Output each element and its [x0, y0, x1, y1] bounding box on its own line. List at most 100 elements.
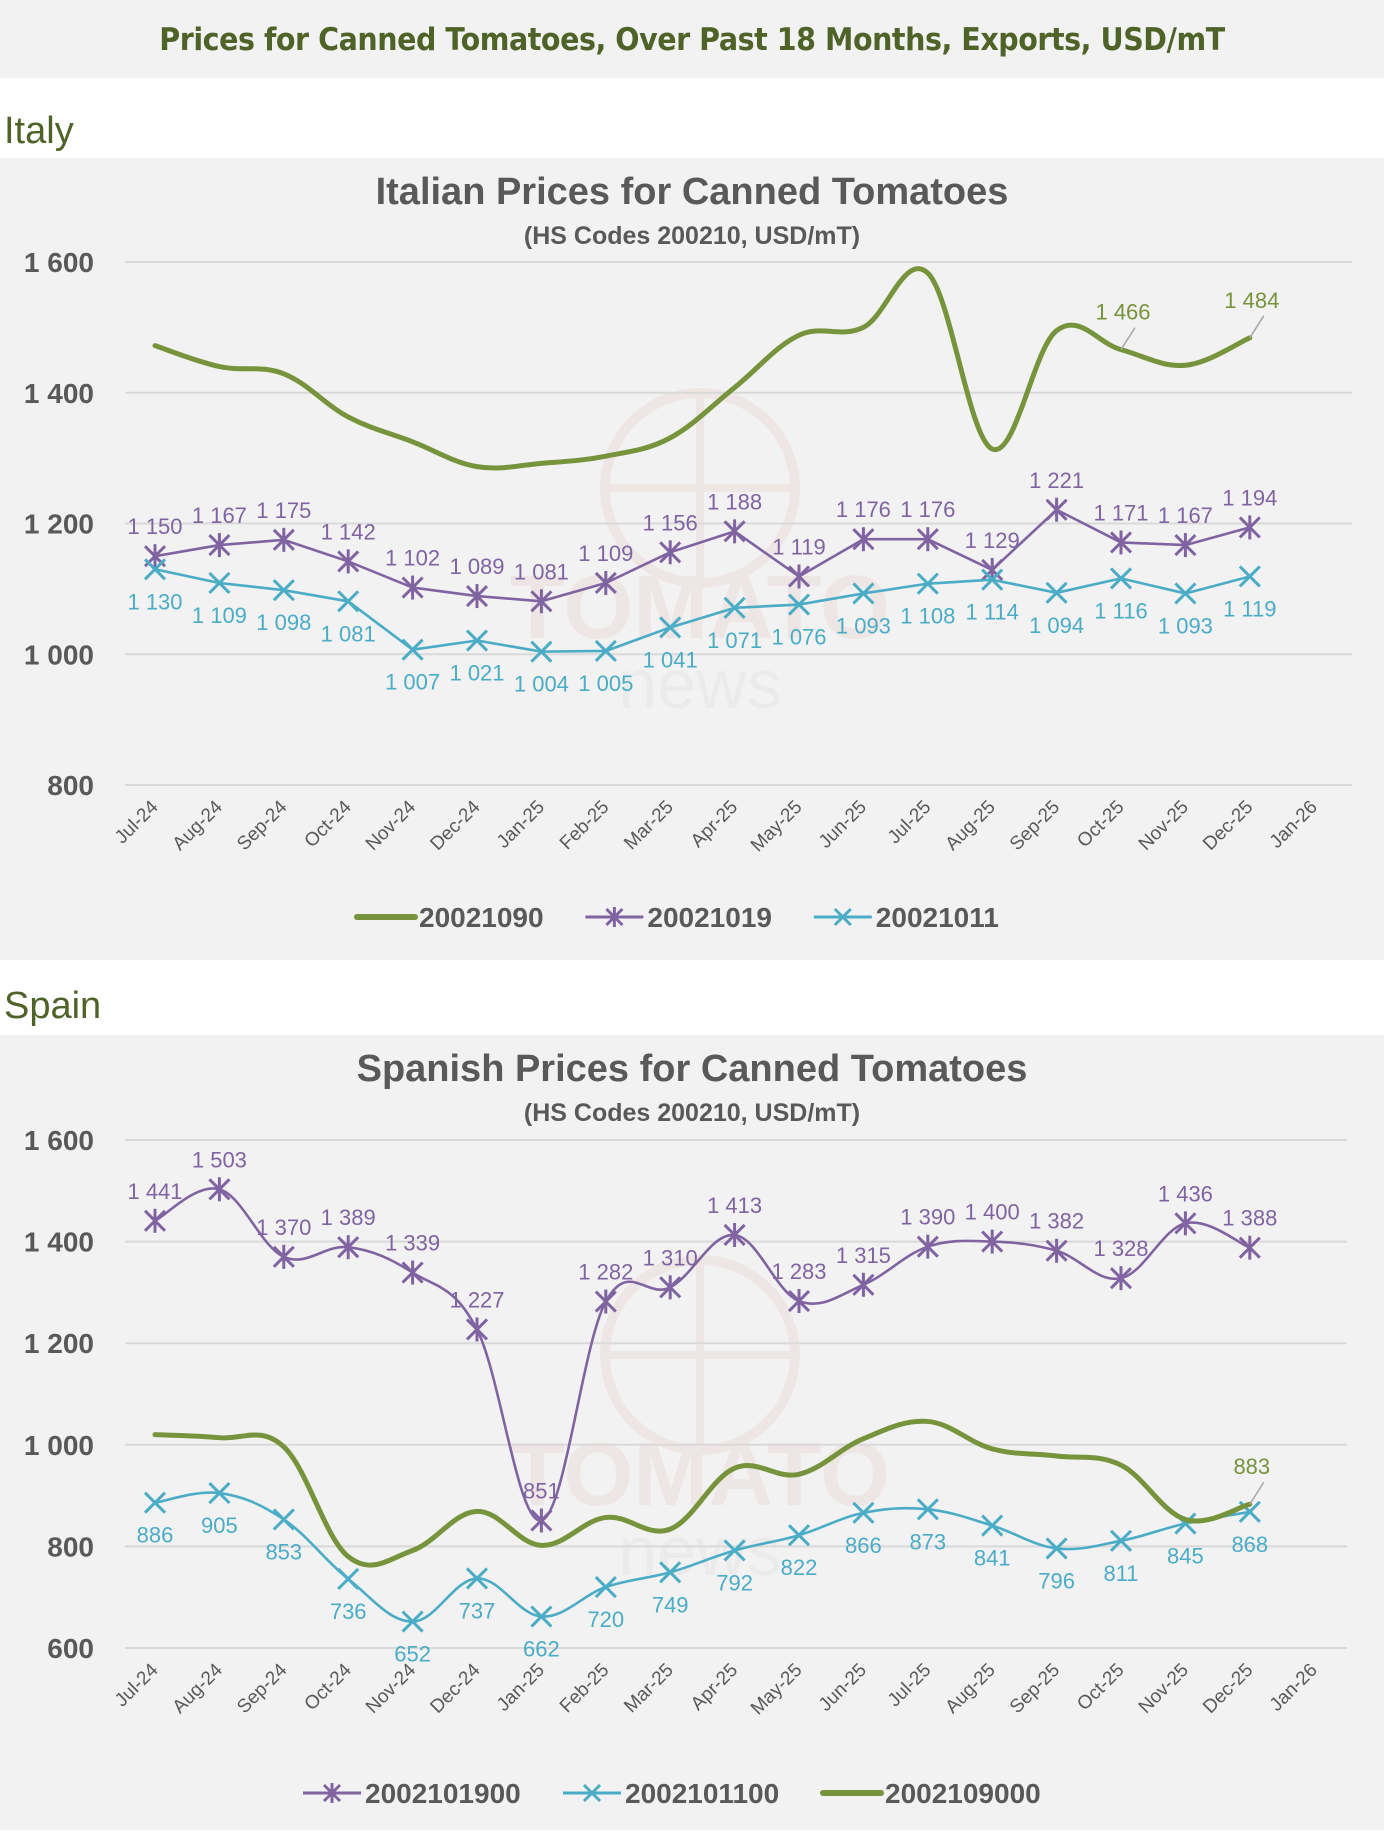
x-tick-label: Sep-24	[233, 796, 291, 854]
x-marker-icon	[208, 1481, 231, 1505]
x-marker-icon	[594, 1575, 617, 1599]
data-label: 1 389	[321, 1205, 376, 1230]
data-label: 1 400	[965, 1200, 1020, 1225]
x-tick-label: Jun-25	[815, 797, 871, 853]
x-marker-icon	[1045, 1537, 1068, 1560]
star-marker-icon	[1109, 530, 1133, 555]
data-label: 1 119	[772, 534, 825, 559]
data-label: 749	[652, 1592, 689, 1617]
x-tick-label: Dec-25	[1199, 1660, 1257, 1718]
x-tick-label: Jul-24	[111, 1659, 163, 1711]
series-line	[153, 508, 1252, 603]
series-2002101100: 886 905 853 736 652 737 662 720 749 792 822 866 873 8…	[137, 1481, 1268, 1667]
data-label: 1 108	[900, 604, 955, 629]
x-marker-icon	[787, 1524, 811, 1547]
data-label: 1 388	[1222, 1206, 1277, 1231]
data-label: 1 176	[900, 497, 955, 522]
star-marker-icon	[337, 549, 360, 574]
x-tick-label: Oct-24	[301, 1659, 356, 1714]
x-marker-icon	[337, 1567, 360, 1590]
data-label: 1 315	[836, 1243, 891, 1268]
x-tick-label: Feb-25	[556, 1660, 613, 1717]
section-heading-italy: Italy	[4, 110, 74, 152]
marker-stroke	[594, 1575, 617, 1599]
x-tick-label: May-25	[747, 1660, 807, 1720]
top-banner: Prices for Canned Tomatoes, Over Past 18…	[0, 0, 1384, 78]
x-marker-icon	[852, 582, 875, 605]
star-marker-icon	[401, 1260, 424, 1285]
star-marker-icon	[916, 527, 939, 552]
y-tick-label: 800	[47, 1531, 94, 1562]
x-marker-icon	[981, 1514, 1004, 1537]
spain-chart-panel: TOMATO news Spanish Prices for Canned Toma…	[0, 1035, 1384, 1830]
marker-stroke	[1045, 1537, 1068, 1560]
data-label: 1 081	[321, 621, 376, 646]
legend-item-20021090: 20021090	[354, 902, 544, 933]
x-marker-icon	[1109, 567, 1133, 590]
marker-stroke	[401, 1610, 424, 1633]
star-marker-icon	[208, 533, 231, 558]
x-tick-label: Nov-24	[362, 796, 420, 854]
x-marker-icon	[208, 571, 231, 595]
y-tick-label: 1 200	[24, 509, 94, 540]
data-label: 1 093	[1158, 613, 1213, 638]
x-marker-icon	[143, 558, 167, 581]
x-marker-icon	[465, 1567, 489, 1590]
x-marker-icon	[465, 629, 489, 652]
leader-line	[1120, 327, 1136, 351]
marker-stroke	[981, 568, 1004, 591]
marker-stroke	[852, 1501, 875, 1524]
star-marker-icon	[852, 527, 875, 552]
data-label: 1 005	[578, 671, 633, 696]
x-tick-label: Aug-25	[942, 797, 1000, 855]
series-line	[152, 1418, 1253, 1568]
data-label: 1 441	[127, 1179, 182, 1204]
data-label: 1 081	[514, 559, 569, 584]
data-label: 1 114	[965, 600, 1018, 625]
data-label: 1 194	[1222, 485, 1277, 510]
legend-marker-icon	[582, 1783, 602, 1803]
data-label: 1 227	[449, 1287, 504, 1312]
data-label: 886	[137, 1523, 174, 1548]
data-label: 736	[330, 1599, 367, 1624]
marker-stroke	[1109, 1529, 1133, 1552]
data-label: 1 076	[771, 625, 826, 650]
y-tick-label: 1 000	[24, 639, 94, 670]
x-marker-icon	[530, 640, 553, 663]
x-marker-icon	[401, 1610, 424, 1633]
x-marker-icon	[143, 1491, 167, 1514]
data-label: 1 167	[192, 503, 247, 528]
legend-item-2002101100: 2002101100	[563, 1778, 779, 1809]
x-marker-icon	[852, 1501, 875, 1524]
data-label: 845	[1167, 1544, 1204, 1569]
page-title: Prices for Canned Tomatoes, Over Past 18…	[159, 22, 1225, 58]
x-marker-icon	[916, 572, 939, 595]
x-tick-label: Jul-25	[884, 1660, 935, 1711]
y-tick-label: 1 400	[24, 1227, 94, 1258]
data-label: 1 413	[707, 1193, 762, 1218]
chart-title: Spanish Prices for Canned Tomatoes	[357, 1048, 1028, 1090]
data-label: 1 109	[578, 541, 633, 566]
x-marker-icon	[981, 568, 1004, 591]
leader-line	[1249, 315, 1265, 339]
legend-label: 20021090	[419, 902, 544, 933]
chart-subtitle: (HS Codes 200210, USD/mT)	[524, 1099, 860, 1127]
watermark-subtext: news	[618, 645, 781, 723]
data-label: 1 167	[1158, 503, 1213, 528]
x-marker-icon	[1174, 582, 1197, 605]
legend-item-2002109000: 2002109000	[820, 1778, 1041, 1809]
star-marker-icon	[465, 584, 489, 609]
data-label: 851	[523, 1478, 560, 1503]
x-marker-icon	[723, 1539, 746, 1562]
data-label: 662	[523, 1637, 560, 1662]
data-label: 1 310	[643, 1245, 698, 1270]
data-label: 1 041	[643, 647, 698, 672]
section-heading-spain: Spain	[4, 985, 102, 1027]
y-tick-label: 1 600	[24, 1125, 94, 1156]
x-tick-label: Dec-25	[1199, 797, 1257, 855]
x-tick-label: Oct-25	[1073, 1660, 1128, 1715]
chart-subtitle: (HS Codes 200210, USD/mT)	[524, 222, 860, 250]
data-label: 1 283	[771, 1259, 826, 1284]
marker-stroke	[1238, 1500, 1261, 1523]
legend-label: 2002109000	[885, 1778, 1041, 1809]
